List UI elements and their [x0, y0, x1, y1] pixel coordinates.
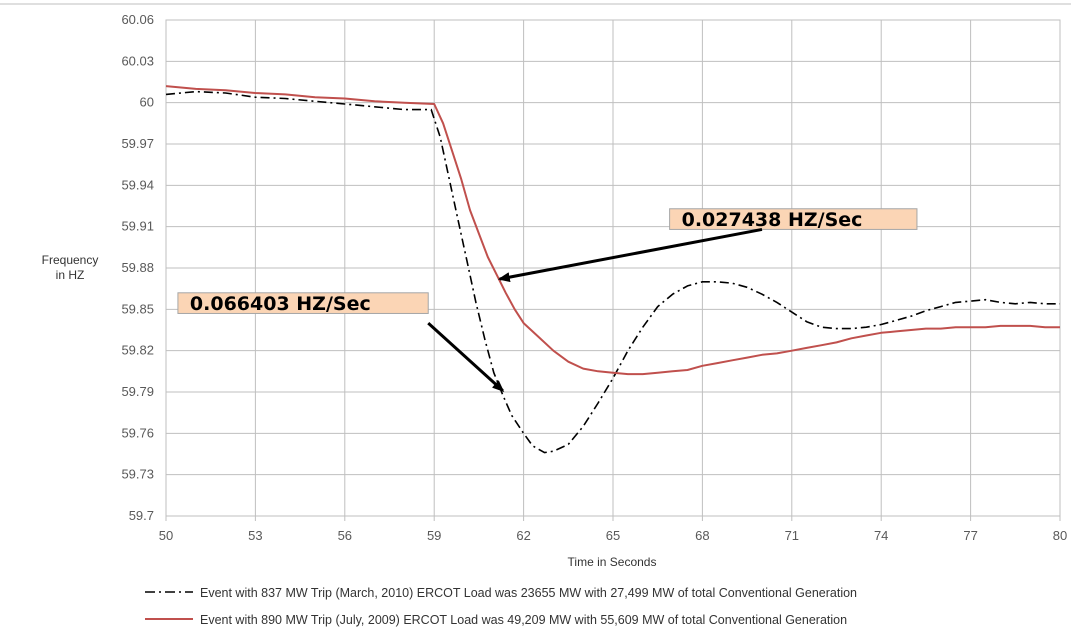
- x-tick-label: 71: [785, 528, 799, 543]
- x-tick-label: 56: [338, 528, 352, 543]
- x-tick-label: 59: [427, 528, 441, 543]
- y-tick-label: 59.88: [121, 260, 154, 275]
- x-tick-label: 80: [1053, 528, 1067, 543]
- y-tick-label: 60.03: [121, 53, 154, 68]
- y-tick-label: 60.06: [121, 12, 154, 27]
- x-axis-title: Time in Seconds: [568, 555, 657, 569]
- x-tick-label: 50: [159, 528, 173, 543]
- y-tick-label: 59.76: [121, 425, 154, 440]
- series-line-july-2009: [165, 85, 1060, 376]
- legend-label-july-2009: Event with 890 MW Trip (July, 2009) ERCO…: [200, 613, 847, 627]
- y-tick-label: 59.85: [121, 301, 154, 316]
- y-tick-label: 59.91: [121, 219, 154, 234]
- legend-label-march-2010: Event with 837 MW Trip (March, 2010) ERC…: [200, 586, 857, 600]
- callout-label-2: 0.066403 HZ/Sec: [190, 293, 371, 315]
- series-line-march-2010: [165, 90, 1060, 454]
- y-axis-title-line-2: in HZ: [56, 268, 85, 282]
- y-tick-label: 60: [140, 95, 154, 110]
- x-tick-label: 65: [606, 528, 620, 543]
- legend: Event with 837 MW Trip (March, 2010) ERC…: [145, 586, 857, 627]
- x-tick-label: 53: [248, 528, 262, 543]
- y-tick-label: 59.7: [129, 508, 154, 523]
- y-tick-label: 59.73: [121, 467, 154, 482]
- x-tick-label: 77: [963, 528, 977, 543]
- series-lines: [165, 85, 1060, 454]
- y-tick-label: 59.82: [121, 343, 154, 358]
- legend-item-march-2010: Event with 837 MW Trip (March, 2010) ERC…: [145, 586, 857, 600]
- callout-label-1: 0.027438 HZ/Sec: [682, 209, 863, 231]
- x-tick-label: 68: [695, 528, 709, 543]
- y-axis-title: Frequency in HZ: [42, 253, 99, 282]
- x-tick-label: 62: [516, 528, 530, 543]
- callout-arrow-1: [497, 227, 763, 283]
- x-tick-label: 74: [874, 528, 888, 543]
- legend-item-july-2009: Event with 890 MW Trip (July, 2009) ERCO…: [145, 613, 847, 627]
- y-tick-label: 59.94: [121, 177, 154, 192]
- axes: 59.7 59.73 59.76 59.79 59.82 59.85 59.88 59.91 5…: [121, 12, 1067, 543]
- annotations: 0.027438 HZ/Sec 0.066403 HZ/Sec: [177, 208, 918, 392]
- callout-arrow-2: [427, 321, 505, 392]
- callout-box-2: [177, 292, 429, 314]
- grid: [165, 19, 1061, 517]
- callout-box-1: [669, 208, 918, 230]
- y-tick-label: 59.79: [121, 384, 154, 399]
- y-axis-title-line-1: Frequency: [42, 253, 99, 267]
- y-tick-label: 59.97: [121, 136, 154, 151]
